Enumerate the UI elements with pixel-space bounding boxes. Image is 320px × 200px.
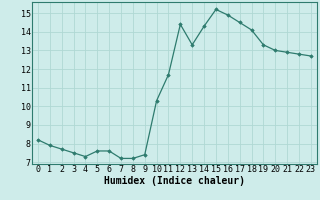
X-axis label: Humidex (Indice chaleur): Humidex (Indice chaleur) — [104, 176, 245, 186]
